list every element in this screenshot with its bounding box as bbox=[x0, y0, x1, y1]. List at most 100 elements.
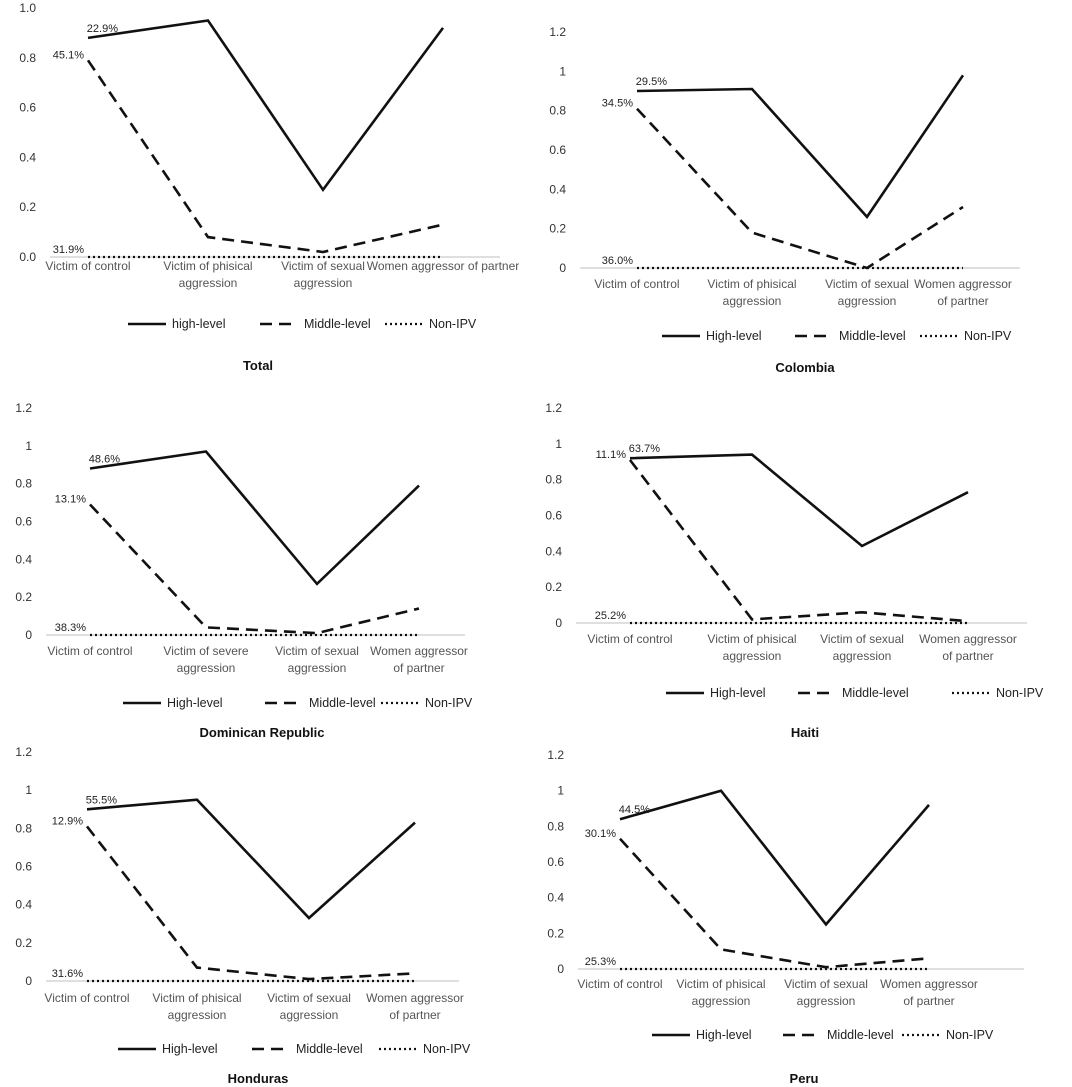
legend-label: Non-IPV bbox=[964, 329, 1012, 343]
chart-panel-dominican-republic: 0 0.2 0.4 0.6 0.8 1 1.2 Victim of control Victim… bbox=[15, 401, 473, 740]
x-category-label: of partner bbox=[393, 661, 444, 675]
class-size-label: 31.6% bbox=[52, 968, 83, 980]
y-tick-label: 1.2 bbox=[15, 401, 32, 415]
class-size-label: 55.5% bbox=[86, 794, 117, 806]
class-size-label: 22.9% bbox=[87, 23, 118, 35]
y-tick-label: 0.6 bbox=[545, 509, 562, 523]
legend-label: High-level bbox=[696, 1028, 752, 1042]
legend-label: Middle-level bbox=[309, 696, 376, 710]
y-tick-label: 0.4 bbox=[19, 150, 36, 164]
panel-title: Honduras bbox=[228, 1071, 289, 1086]
class-size-label: 12.9% bbox=[52, 815, 83, 827]
x-category-label: Victim of sexual bbox=[825, 277, 909, 291]
legend-label: Non-IPV bbox=[429, 317, 477, 331]
x-category-label: Victim of phisical bbox=[676, 977, 765, 991]
class-size-label: 13.1% bbox=[55, 493, 86, 505]
class-size-label: 44.5% bbox=[619, 804, 650, 816]
y-tick-label: 1.2 bbox=[549, 25, 566, 39]
legend-label: High-level bbox=[710, 686, 766, 700]
chart-panel-peru: 0 0.2 0.4 0.6 0.8 1 1.2 Victim of control Victim… bbox=[547, 748, 1024, 1086]
chart-panel-colombia: 0 0.2 0.4 0.6 0.8 1 1.2 Victim of control Victim… bbox=[549, 25, 1020, 375]
x-category-label: Victim of sexual bbox=[267, 991, 351, 1005]
y-tick-label: 0.2 bbox=[549, 222, 566, 236]
y-tick-label: 1 bbox=[559, 64, 566, 78]
series-line-high-level bbox=[619, 789, 930, 927]
y-tick-label: 0.6 bbox=[549, 143, 566, 157]
legend-label: Middle-level bbox=[296, 1042, 363, 1056]
y-tick-label: 0.6 bbox=[19, 101, 36, 115]
y-tick-label: 0.6 bbox=[15, 860, 32, 874]
series-line-middle-level bbox=[89, 503, 420, 635]
y-tick-label: 0.4 bbox=[545, 544, 562, 558]
x-category-label: Victim of severe bbox=[163, 644, 248, 658]
x-category-label: of partner bbox=[942, 649, 993, 663]
panel-title: Colombia bbox=[775, 360, 835, 375]
y-tick-label: 0 bbox=[25, 628, 32, 642]
y-tick-label: 0.2 bbox=[547, 926, 564, 940]
class-size-label: 25.2% bbox=[595, 610, 626, 622]
x-category-label: aggression bbox=[168, 1008, 227, 1022]
y-tick-label: 0 bbox=[557, 962, 564, 976]
y-tick-label: 0.4 bbox=[15, 552, 32, 566]
chart-panel-haiti: 0 0.2 0.4 0.6 0.8 1 1.2 Victim of control Victim… bbox=[545, 401, 1044, 740]
class-size-label: 38.3% bbox=[55, 622, 86, 634]
y-tick-label: 0.8 bbox=[547, 819, 564, 833]
legend-label: high-level bbox=[172, 317, 226, 331]
x-category-label: Victim of sexual bbox=[275, 644, 359, 658]
x-category-label: Women aggressor bbox=[880, 977, 978, 991]
x-category-label: aggression bbox=[280, 1008, 339, 1022]
class-size-label: 48.6% bbox=[89, 454, 120, 466]
x-category-label: Women aggressor bbox=[366, 991, 464, 1005]
chart-panel-honduras: 0 0.2 0.4 0.6 0.8 1 1.2 Victim of control Victim… bbox=[15, 745, 471, 1086]
y-tick-label: 0.4 bbox=[15, 898, 32, 912]
class-size-label: 29.5% bbox=[636, 76, 667, 88]
x-category-label: aggression bbox=[838, 294, 897, 308]
x-category-label: Victim of sexual bbox=[820, 632, 904, 646]
panel-title: Haiti bbox=[791, 725, 819, 740]
series-line-middle-level bbox=[86, 59, 444, 254]
series-line-high-level bbox=[89, 450, 420, 586]
series-line-middle-level bbox=[619, 837, 930, 969]
class-size-label: 45.1% bbox=[53, 49, 84, 61]
series-line-high-level bbox=[629, 453, 969, 548]
chart-panel-total: 0.0 0.2 0.4 0.6 0.8 1.0 Victim of control Victi… bbox=[19, 1, 519, 373]
class-size-label: 34.5% bbox=[602, 98, 633, 110]
y-tick-label: 0 bbox=[25, 974, 32, 988]
y-tick-label: 0.6 bbox=[15, 515, 32, 529]
y-tick-label: 1 bbox=[557, 784, 564, 798]
x-category-label: Victim of control bbox=[45, 259, 130, 273]
y-tick-label: 0.8 bbox=[19, 51, 36, 65]
y-tick-label: 0.2 bbox=[545, 580, 562, 594]
x-category-label: aggression bbox=[288, 661, 347, 675]
legend-label: Middle-level bbox=[839, 329, 906, 343]
legend-label: High-level bbox=[167, 696, 223, 710]
x-category-label: Victim of phisical bbox=[707, 277, 796, 291]
legend-label: Middle-level bbox=[827, 1028, 894, 1042]
x-category-label: of partner bbox=[937, 294, 988, 308]
y-tick-label: 0.2 bbox=[15, 936, 32, 950]
x-category-label: Victim of phisical bbox=[152, 991, 241, 1005]
x-category-label: Victim of control bbox=[44, 991, 129, 1005]
legend-label: High-level bbox=[162, 1042, 218, 1056]
class-size-label: 63.7% bbox=[629, 443, 660, 455]
class-size-label: 36.0% bbox=[602, 255, 633, 267]
y-tick-label: 1 bbox=[555, 437, 562, 451]
x-category-label: Women aggressor bbox=[919, 632, 1017, 646]
x-category-label: Victim of sexual bbox=[784, 977, 868, 991]
x-category-label: Victim of control bbox=[587, 632, 672, 646]
x-category-label: aggression bbox=[833, 649, 892, 663]
class-size-label: 30.1% bbox=[585, 828, 616, 840]
x-category-label: Women aggressor bbox=[370, 644, 468, 658]
y-tick-label: 1.2 bbox=[545, 401, 562, 415]
legend-label: High-level bbox=[706, 329, 762, 343]
x-category-label: of partner bbox=[903, 994, 954, 1008]
x-category-label: aggression bbox=[177, 661, 236, 675]
x-category-label: aggression bbox=[723, 294, 782, 308]
class-size-label: 31.9% bbox=[53, 244, 84, 256]
legend-label: Non-IPV bbox=[946, 1028, 994, 1042]
class-size-label: 11.1% bbox=[596, 449, 627, 461]
y-tick-label: 1 bbox=[25, 439, 32, 453]
legend-label: Non-IPV bbox=[423, 1042, 471, 1056]
x-category-label: Women aggressor of partner bbox=[367, 259, 520, 273]
